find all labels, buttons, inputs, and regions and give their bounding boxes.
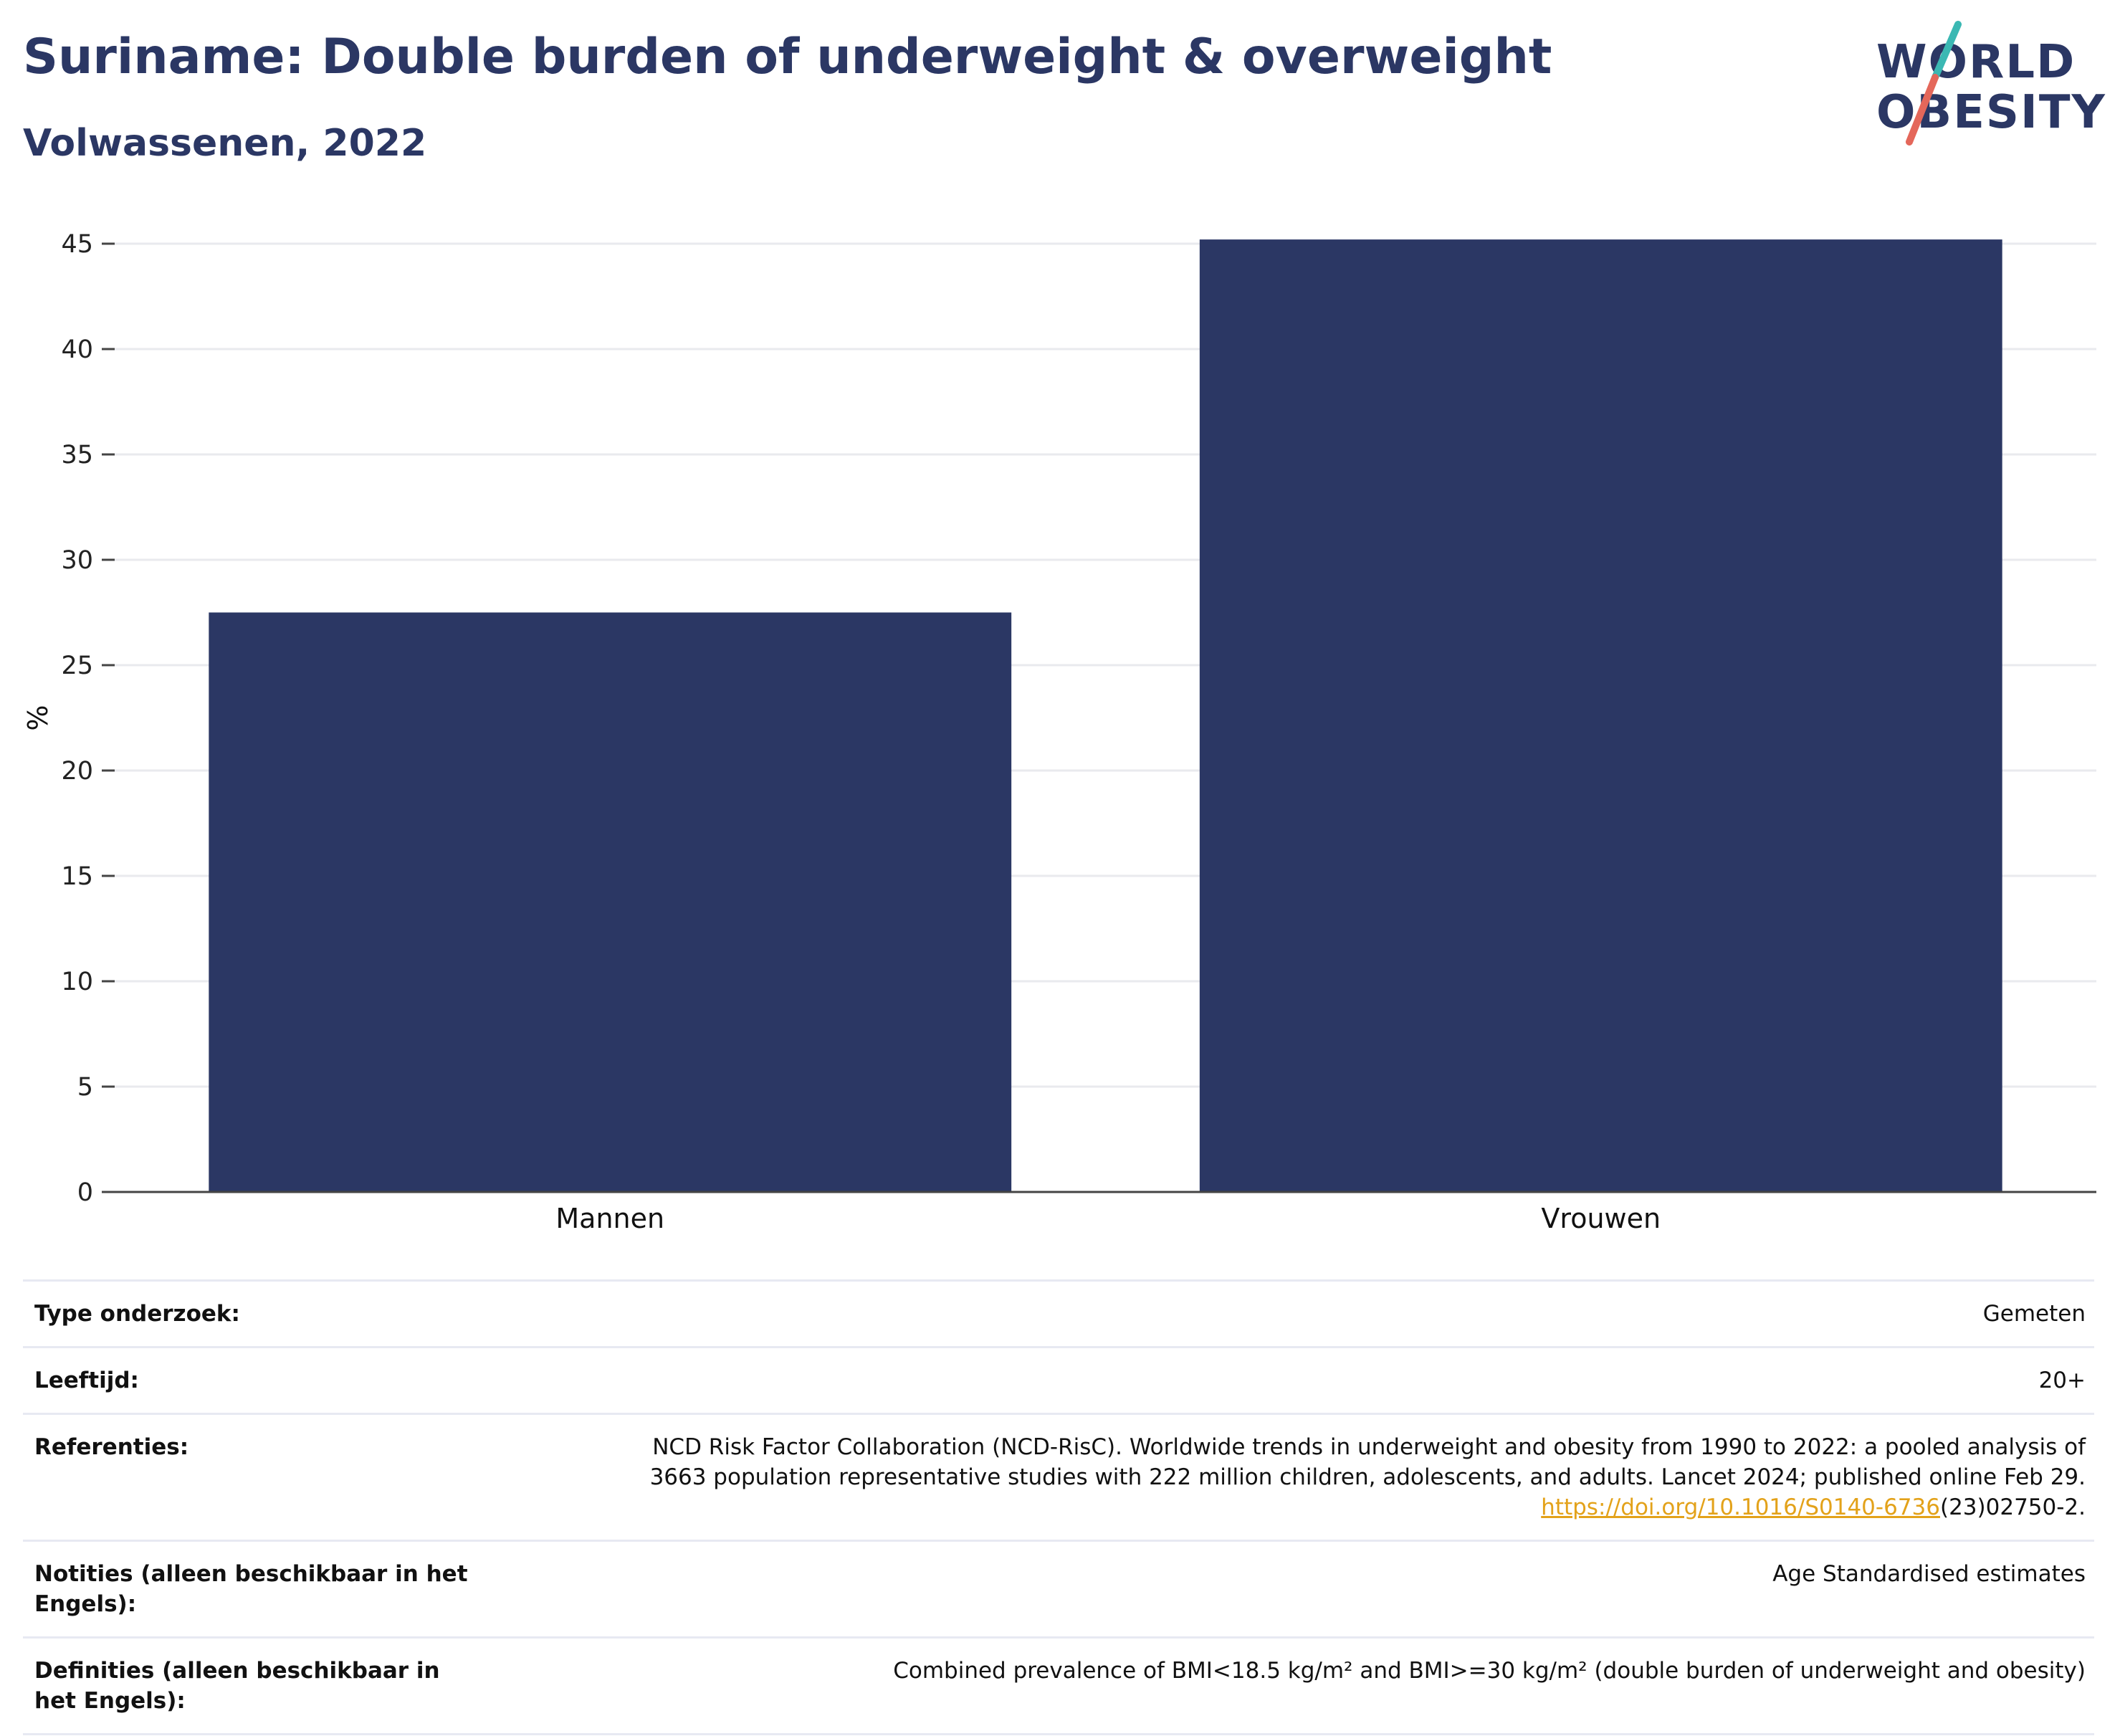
chart-subtitle: Volwassenen, 2022 [23, 122, 427, 165]
reference-text-line1: NCD Risk Factor Collaboration (NCD-RisC)… [652, 1434, 2086, 1460]
meta-key: Definities (alleen beschikbaar in het En… [34, 1658, 440, 1714]
y-axis-title: % [22, 705, 54, 730]
y-tick-label: 20 [61, 757, 93, 786]
meta-value: Gemeten [1982, 1301, 2086, 1327]
y-tick-label: 5 [77, 1073, 93, 1102]
y-tick-label: 25 [61, 652, 93, 680]
meta-value: Age Standardised estimates [1772, 1561, 2086, 1587]
meta-key: Type onderzoek: [34, 1301, 240, 1327]
metadata-table: Type onderzoek: Gemeten Leeftijd: 20+ Re… [23, 1279, 2094, 1735]
x-category-label: Mannen [555, 1203, 664, 1234]
meta-row-notes: Notities (alleen beschikbaar in het Enge… [23, 1540, 2094, 1638]
world-obesity-logo[interactable]: WORLD OBESITY [1863, 20, 2107, 156]
reference-text-line2: 3663 population representative studies w… [649, 1464, 2086, 1490]
y-tick-label: 35 [61, 441, 93, 469]
reference-doi-suffix: (23)02750-2. [1939, 1494, 2086, 1520]
meta-row-definitions: Definities (alleen beschikbaar in het En… [23, 1637, 2094, 1735]
bar-chart: 0 5 10 15 20 25 30 35 40 45 Mannen Vrouwen % [22, 230, 2096, 1234]
reference-doi-link[interactable]: https://doi.org/10.1016/S0140-6736 [1541, 1494, 1940, 1520]
meta-key: Leeftijd: [34, 1368, 139, 1393]
y-tick-label: 40 [61, 335, 93, 364]
x-category-label: Vrouwen [1541, 1203, 1661, 1234]
meta-value: 20+ [2038, 1368, 2086, 1393]
axes: 0 5 10 15 20 25 30 35 40 45 Mannen Vrouwen [61, 230, 2096, 1234]
bar-mannen[interactable] [209, 612, 1012, 1193]
meta-value: Combined prevalence of BMI<18.5 kg/m² an… [893, 1658, 2086, 1684]
y-tick-label: 45 [61, 230, 93, 259]
meta-row-survey-type: Type onderzoek: Gemeten [23, 1280, 2094, 1348]
y-tick-label: 10 [61, 968, 93, 996]
logo-slash-icon [1906, 21, 1962, 146]
y-tick-label: 15 [61, 862, 93, 891]
y-tick-label: 0 [77, 1178, 93, 1207]
logo-text-world: WORLD [1876, 36, 2076, 89]
bar-vrouwen[interactable] [1199, 239, 2002, 1192]
meta-row-references: Referenties: NCD Risk Factor Collaborati… [23, 1413, 2094, 1541]
chart-title: Suriname: Double burden of underweight &… [23, 29, 1552, 85]
meta-key: Notities (alleen beschikbaar in het Enge… [34, 1561, 468, 1617]
y-tick-label: 30 [61, 546, 93, 575]
bars [209, 239, 2002, 1192]
meta-value-references: NCD Risk Factor Collaboration (NCD-RisC)… [479, 1414, 2094, 1541]
meta-key: Referenties: [34, 1434, 189, 1460]
meta-row-age: Leeftijd: 20+ [23, 1347, 2094, 1414]
